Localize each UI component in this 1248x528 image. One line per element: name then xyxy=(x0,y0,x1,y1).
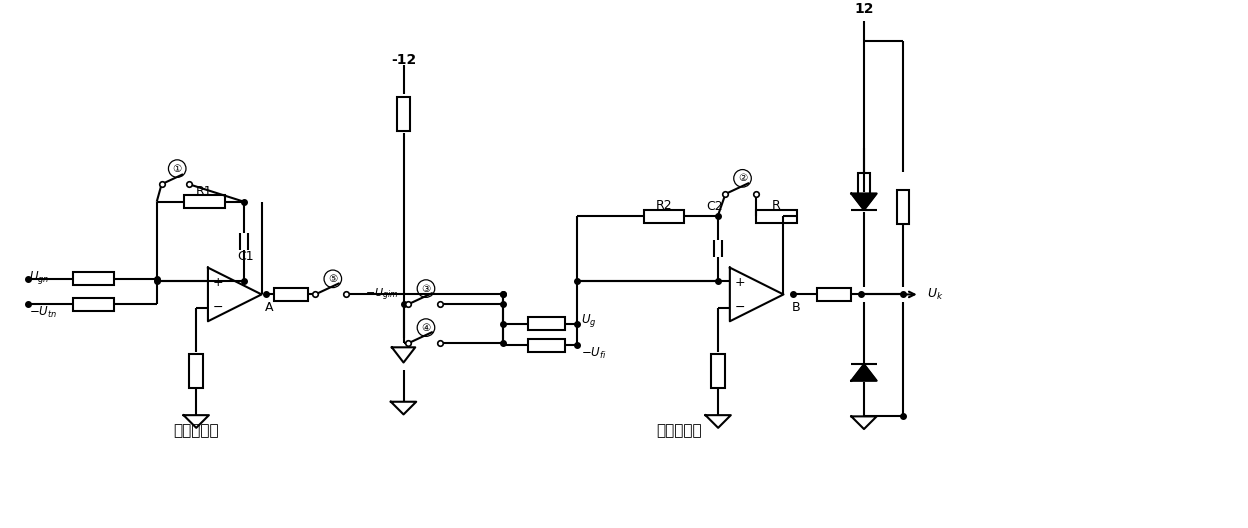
Text: R2: R2 xyxy=(655,199,673,212)
Polygon shape xyxy=(851,364,876,381)
Text: 转速调节器: 转速调节器 xyxy=(173,423,218,439)
Text: $-U_{fi}$: $-U_{fi}$ xyxy=(582,345,607,361)
Bar xyxy=(183,195,225,208)
Text: $U_{gn}$: $U_{gn}$ xyxy=(29,269,50,286)
Text: ①: ① xyxy=(172,164,182,174)
Text: $-$: $-$ xyxy=(734,300,745,313)
Text: $-$: $-$ xyxy=(212,300,223,313)
Bar xyxy=(528,317,565,330)
Bar xyxy=(644,210,684,223)
Text: $U_g$: $U_g$ xyxy=(582,312,597,329)
Text: C2: C2 xyxy=(706,200,723,213)
Text: ③: ③ xyxy=(422,284,431,294)
Bar xyxy=(711,354,725,388)
Text: R: R xyxy=(771,199,780,212)
Text: A: A xyxy=(265,300,273,314)
Text: B: B xyxy=(792,300,800,314)
Text: 12: 12 xyxy=(854,3,874,16)
Text: $+$: $+$ xyxy=(734,276,745,289)
Text: ④: ④ xyxy=(422,323,431,333)
Bar xyxy=(817,288,851,301)
Bar xyxy=(896,190,910,224)
Bar xyxy=(756,210,796,223)
Text: R1: R1 xyxy=(196,184,212,197)
Bar xyxy=(528,339,565,352)
Text: $U_k$: $U_k$ xyxy=(927,287,943,302)
Bar xyxy=(857,174,870,201)
Text: $-U_{gim}$: $-U_{gim}$ xyxy=(366,286,398,303)
Bar xyxy=(190,354,203,388)
Text: -12: -12 xyxy=(391,53,416,67)
Text: 电流调节器: 电流调节器 xyxy=(655,423,701,439)
Text: $+$: $+$ xyxy=(212,276,223,289)
Text: $-U_{tn}$: $-U_{tn}$ xyxy=(29,305,57,319)
Polygon shape xyxy=(851,194,876,210)
Bar xyxy=(273,288,308,301)
Text: ⑤: ⑤ xyxy=(328,274,337,284)
Text: ②: ② xyxy=(738,173,748,183)
Bar xyxy=(72,272,114,285)
Bar xyxy=(397,97,409,131)
Bar xyxy=(72,298,114,310)
Text: C1: C1 xyxy=(237,250,255,262)
